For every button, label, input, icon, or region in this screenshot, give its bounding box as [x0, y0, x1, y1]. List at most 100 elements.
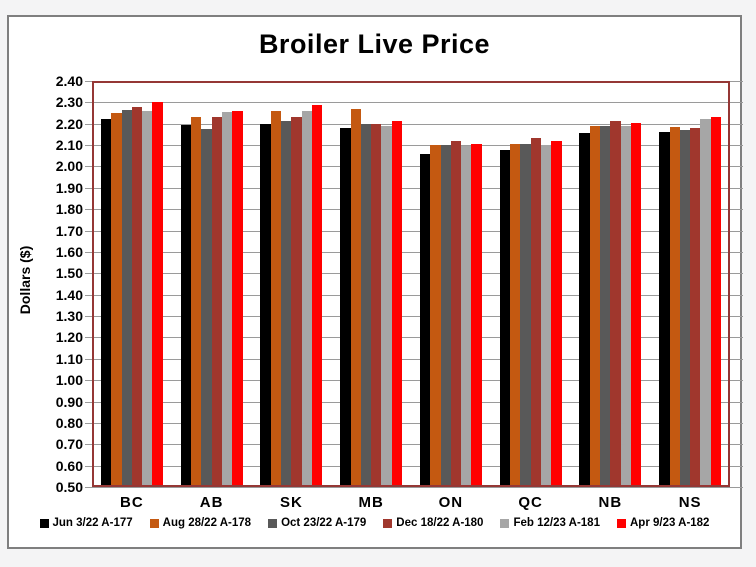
plot-area: [85, 81, 743, 488]
bar: [191, 117, 202, 487]
gridline: [85, 466, 743, 467]
legend-label: Dec 18/22 A-180: [396, 517, 484, 529]
bar: [419, 153, 431, 487]
bar: [211, 117, 222, 487]
gridline: [85, 380, 743, 381]
y-tick-label: 0.60: [55, 458, 83, 474]
category-label: NS: [678, 494, 702, 511]
legend-swatch: [39, 518, 49, 528]
bar: [659, 132, 670, 487]
legend-swatch: [500, 518, 510, 528]
bar: [371, 123, 382, 487]
bar: [232, 110, 243, 487]
bar: [440, 145, 451, 487]
gridline: [85, 423, 743, 424]
y-tick-label: 1.30: [55, 308, 83, 324]
category-label: AB: [199, 494, 224, 511]
bar: [610, 120, 621, 487]
y-tick-label: 1.50: [55, 265, 83, 281]
bar: [201, 129, 212, 487]
category-label: ON: [438, 494, 464, 511]
bar: [180, 124, 192, 487]
bar: [450, 140, 462, 487]
bar: [620, 125, 631, 487]
legend: Jun 3/22 A-177 Aug 28/22 A-178 Oct 23/22 A…: [9, 517, 740, 529]
bar: [121, 109, 132, 487]
bar: [520, 144, 531, 487]
bar: [589, 125, 601, 487]
y-tick-label: 1.90: [55, 180, 83, 196]
bar: [710, 117, 722, 487]
bar: [600, 125, 611, 487]
bar: [430, 145, 441, 487]
y-tick-label: 1.70: [55, 223, 83, 239]
gridline: [85, 209, 743, 210]
legend-item: Aug 28/22 A-178: [149, 517, 252, 529]
bar: [579, 133, 590, 487]
bar: [540, 145, 552, 487]
bar: [100, 119, 112, 487]
bar: [152, 102, 163, 487]
category-label: BC: [120, 494, 144, 511]
y-tick-label: 2.30: [55, 94, 83, 110]
y-tick-label: 1.20: [55, 329, 83, 345]
bar: [340, 128, 351, 487]
y-tick-label: 1.80: [55, 201, 83, 217]
gridline: [85, 295, 743, 296]
y-tick-label: 2.40: [55, 73, 83, 89]
gridline: [85, 102, 743, 103]
legend-item: Jun 3/22 A-177: [39, 517, 133, 529]
category-label: NB: [598, 494, 623, 511]
bar: [111, 113, 122, 487]
legend-label: Aug 28/22 A-178: [162, 517, 252, 529]
bar: [291, 117, 302, 487]
y-tick-label: 2.00: [55, 158, 83, 174]
legend-label: Apr 9/23 A-182: [629, 517, 710, 529]
bar: [281, 120, 292, 487]
gridline: [85, 166, 743, 167]
gridline: [85, 273, 743, 274]
gridline: [85, 444, 743, 445]
gridline: [85, 316, 743, 317]
chart-panel: Broiler Live Price Dollars ($) 0.50 0.60 0…: [7, 15, 743, 549]
bar: [461, 146, 472, 487]
y-tick-label: 0.90: [55, 394, 83, 410]
legend-swatch: [149, 518, 159, 528]
category-label: QC: [518, 494, 543, 511]
bar: [499, 150, 511, 487]
y-tick-label: 1.10: [55, 351, 83, 367]
gridline: [85, 145, 743, 146]
bar: [350, 108, 361, 487]
chart-title: Broiler Live Price: [258, 29, 491, 59]
bar: [530, 137, 541, 487]
bar: [471, 144, 482, 487]
gridline: [85, 359, 743, 360]
bar: [669, 126, 680, 487]
legend-item: Apr 9/23 A-182: [616, 517, 710, 529]
y-tick-label: 0.50: [55, 479, 83, 495]
y-tick-label: 1.60: [55, 244, 83, 260]
legend-swatch: [268, 518, 278, 528]
legend-item: Dec 18/22 A-180: [383, 517, 483, 529]
bar: [270, 110, 282, 487]
gridline: [85, 81, 743, 82]
legend-label: Jun 3/22 A-177: [52, 517, 133, 529]
gridline: [85, 487, 743, 488]
bar: [551, 140, 562, 487]
category-label: SK: [279, 494, 303, 511]
legend-label: Feb 12/23 A-181: [513, 517, 600, 529]
legend-swatch: [616, 518, 626, 528]
bar: [700, 119, 711, 487]
bar: [360, 123, 372, 487]
bar: [221, 111, 233, 487]
y-tick-label: 0.80: [55, 415, 83, 431]
gridline: [85, 124, 743, 125]
y-tick-label: 0.70: [55, 436, 83, 452]
gridline: [85, 252, 743, 253]
y-tick-label: 1.40: [55, 287, 83, 303]
bar: [311, 104, 323, 487]
gridline: [85, 337, 743, 338]
gridline: [85, 188, 743, 189]
gridline: [85, 231, 743, 232]
gridline: [85, 402, 743, 403]
